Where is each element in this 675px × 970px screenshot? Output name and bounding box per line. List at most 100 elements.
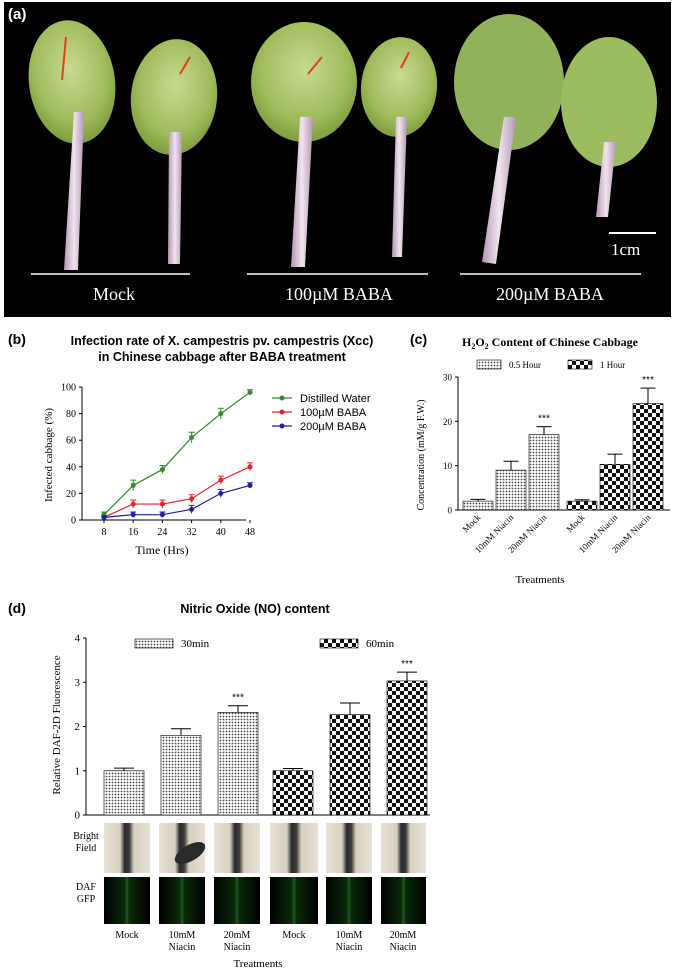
legend-swatch xyxy=(319,638,359,649)
legend-swatch xyxy=(567,359,593,370)
significance-mark: *** xyxy=(538,414,550,425)
bar xyxy=(103,770,145,816)
scale-bar-label: 1cm xyxy=(611,240,641,259)
data-point xyxy=(218,411,224,417)
panel-d-label: (d) xyxy=(8,600,26,616)
daf-gfp-image xyxy=(381,877,426,924)
daf-gfp-image xyxy=(159,877,205,924)
chart-c-ytick-label: 30 xyxy=(443,373,453,383)
bar xyxy=(329,714,371,816)
data-point xyxy=(101,514,107,520)
legend-marker xyxy=(279,409,285,415)
leaf-2 xyxy=(130,39,218,264)
chart-c-title: H2O2 Content of Chinese Cabbage xyxy=(462,335,639,351)
legend-label-1: 60min xyxy=(366,638,395,650)
group-label-100um: 100µM BABA xyxy=(285,284,393,304)
leaf-4 xyxy=(360,37,438,257)
data-point xyxy=(189,435,195,441)
h2o2-chart: H2O2 Content of Chinese Cabbage 0 10 20 30 0… xyxy=(416,335,670,586)
row-label-daf: DAF GFP xyxy=(76,882,96,905)
chart-c-ylabel: Concentration (mM/g F.W.) xyxy=(416,399,427,510)
bright-field-image xyxy=(326,823,372,873)
chart-b-xtick-label: 40 xyxy=(216,527,226,538)
leaf-photo-svg xyxy=(28,14,657,275)
chart-d-ytick-label: 4 xyxy=(75,633,81,645)
column-label: 10mM Niacin xyxy=(169,930,196,953)
bar xyxy=(528,434,560,511)
daf-gfp-image xyxy=(214,877,260,924)
legend-marker xyxy=(279,395,285,401)
bar xyxy=(160,735,202,816)
leaf-3 xyxy=(251,22,357,267)
legend-label-1: 1 Hour xyxy=(600,360,625,370)
legend-marker xyxy=(279,423,285,429)
significance-mark: *** xyxy=(401,659,413,670)
panel-c-label: (c) xyxy=(410,331,428,347)
significance-mark: *** xyxy=(232,693,244,704)
data-point xyxy=(189,496,195,502)
panel-a-label: (a) xyxy=(8,6,27,23)
daf-gfp-image xyxy=(104,877,150,924)
chart-b-xtick-label: 32 xyxy=(187,527,197,538)
legend-swatch xyxy=(134,638,174,649)
group-label-200um: 200µM BABA xyxy=(496,284,604,304)
significance-mark: *** xyxy=(642,375,654,386)
chart-d-ylabel: Relative DAF-2D Fluorescence xyxy=(51,655,63,794)
chart-b-title-2: in Chinese cabbage after BABA treatment xyxy=(98,350,346,364)
column-label: Mock xyxy=(115,930,138,941)
legend-label-1: 100µM BABA xyxy=(300,407,367,419)
chart-b-xtick-label: 16 xyxy=(128,527,138,538)
column-label: 20mM Niacin xyxy=(224,930,251,953)
chart-b-ytick-label: 100 xyxy=(61,383,76,394)
legend-label-2: 200µM BABA xyxy=(300,421,367,433)
data-point xyxy=(159,466,165,472)
chart-b-ytick-label: 20 xyxy=(66,489,76,500)
bright-field-image xyxy=(104,823,150,873)
legend-label-0: Distilled Water xyxy=(300,393,371,405)
chart-b-ytick-label: 0 xyxy=(71,516,76,527)
chart-b-xtick-label: 48 xyxy=(245,527,255,538)
daf-gfp-image xyxy=(326,877,372,924)
chart-d-ytick-label: 2 xyxy=(75,721,81,733)
chart-c-ytick-label: 10 xyxy=(443,461,453,471)
infection-rate-chart: Infection rate of X. campestris pv. camp… xyxy=(43,334,374,557)
chart-c-xlabel: Treatments xyxy=(515,574,564,586)
legend-swatch xyxy=(476,359,502,370)
chart-b-ylabel: Infected cabbage (%) xyxy=(43,408,55,502)
leaf-1 xyxy=(28,20,116,270)
chart-b-xtick-label: 24 xyxy=(157,527,167,538)
leaf-5 xyxy=(454,14,564,264)
data-point xyxy=(247,464,253,470)
column-label: 20mM Niacin xyxy=(390,930,417,953)
data-point xyxy=(159,512,165,518)
column-label: 10mM Niacin xyxy=(336,930,363,953)
nitric-oxide-chart: Nitric Oxide (NO) content 0 1 2 3 4 30min *** 6… xyxy=(51,602,430,821)
chart-b-title-1: Infection rate of X. campestris pv. camp… xyxy=(71,334,374,348)
chart-d-ytick-label: 3 xyxy=(75,677,81,689)
data-point xyxy=(130,482,136,488)
chart-b-ytick-label: 60 xyxy=(66,436,76,447)
bar xyxy=(386,680,428,816)
bright-field-image xyxy=(381,823,426,873)
group-label-mock: Mock xyxy=(93,284,135,304)
column-label: Mock xyxy=(282,930,305,941)
panel-b-label: (b) xyxy=(8,331,26,347)
bar xyxy=(632,403,664,511)
legend-label-0: 0.5 Hour xyxy=(509,360,541,370)
data-point xyxy=(218,477,224,483)
chart-b-ytick-label: 40 xyxy=(66,462,76,473)
chart-c-ytick-label: 0 xyxy=(448,506,453,516)
row-label-bright: Bright Field xyxy=(73,831,99,854)
data-point xyxy=(247,389,253,395)
data-point xyxy=(130,512,136,518)
chart-c-ytick-label: 20 xyxy=(443,417,453,427)
data-point xyxy=(189,506,195,512)
chart-b-xlabel: Time (Hrs) xyxy=(135,543,188,557)
series-line-0 xyxy=(103,391,251,516)
chart-d-ytick-label: 0 xyxy=(75,810,81,821)
chart-d-ytick-label: 1 xyxy=(75,765,81,777)
data-point xyxy=(247,482,253,488)
chart-b-xtick-label: 8 xyxy=(102,527,107,538)
bright-field-image xyxy=(270,823,318,873)
